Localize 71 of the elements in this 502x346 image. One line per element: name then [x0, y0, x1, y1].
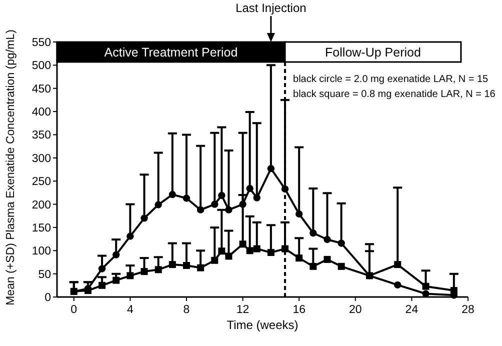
point: [182, 194, 190, 202]
point: [211, 256, 218, 264]
x-tick-label: 12: [236, 304, 250, 316]
point: [140, 214, 148, 222]
point: [422, 282, 430, 290]
point: [168, 261, 176, 268]
point: [98, 265, 106, 272]
point: [154, 266, 162, 274]
point: [246, 184, 254, 192]
point: [394, 261, 402, 268]
y-axis-title: Mean (+SD) Plasma Exenatide Concentration (pg/mL): [5, 29, 17, 306]
point: [338, 262, 345, 270]
y-tick-label: 150: [32, 222, 51, 234]
point: [225, 206, 232, 214]
point: [324, 236, 331, 244]
point: [281, 185, 289, 193]
y-tick-label: 450: [32, 83, 51, 96]
x-tick-label: 20: [349, 304, 362, 316]
x-tick-label: 8: [183, 304, 190, 316]
point: [267, 164, 275, 172]
point: [196, 206, 204, 214]
point: [310, 229, 317, 237]
y-tick-label: 400: [32, 106, 51, 119]
point: [267, 248, 274, 256]
point: [98, 282, 106, 289]
point: [126, 272, 134, 280]
x-tick-label: 4: [126, 304, 134, 316]
y-tick-label: 100: [32, 246, 51, 258]
y-tick-label: 200: [32, 199, 51, 212]
x-tick-label: 0: [70, 304, 78, 316]
annotation: Last Injection: [236, 1, 306, 15]
point: [324, 256, 331, 263]
y-tick-label: 500: [32, 60, 51, 72]
x-tick-label: 24: [405, 304, 419, 316]
point: [182, 262, 190, 269]
point: [246, 247, 254, 254]
x-tick-label: 28: [462, 304, 474, 316]
point: [310, 262, 317, 270]
point: [296, 254, 303, 262]
y-tick-label: 550: [32, 37, 51, 49]
point: [422, 290, 430, 298]
point: [112, 276, 120, 284]
x-tick-label: 16: [292, 304, 306, 316]
point: [154, 201, 162, 208]
point: [112, 251, 120, 258]
point: [197, 264, 204, 272]
y-tick-label: 250: [32, 176, 51, 188]
point: [239, 200, 246, 208]
y-tick-label: 300: [32, 152, 51, 165]
y-tick-label: 350: [32, 130, 51, 142]
point: [282, 245, 289, 252]
point: [239, 240, 246, 248]
point: [168, 190, 176, 198]
y-tick-label: 50: [38, 268, 51, 281]
point: [253, 194, 260, 202]
x-axis-title: Time (weeks): [226, 318, 298, 332]
point: [140, 268, 148, 275]
band-label: Active Treatment Period: [104, 46, 238, 60]
point: [218, 248, 226, 255]
y-tick-label: 0: [44, 292, 51, 304]
annotation: black circle = 2.0 mg exenatide LAR, N = 15: [293, 74, 489, 85]
point: [218, 192, 226, 200]
point: [253, 245, 260, 252]
point: [211, 200, 218, 208]
point: [126, 232, 134, 240]
point: [295, 210, 303, 218]
point: [338, 240, 345, 247]
band-label: Follow-Up Period: [325, 46, 421, 60]
point: [225, 252, 232, 260]
point: [394, 281, 402, 289]
annotation: black square = 0.8 mg exenatide LAR, N = 16: [293, 89, 496, 100]
